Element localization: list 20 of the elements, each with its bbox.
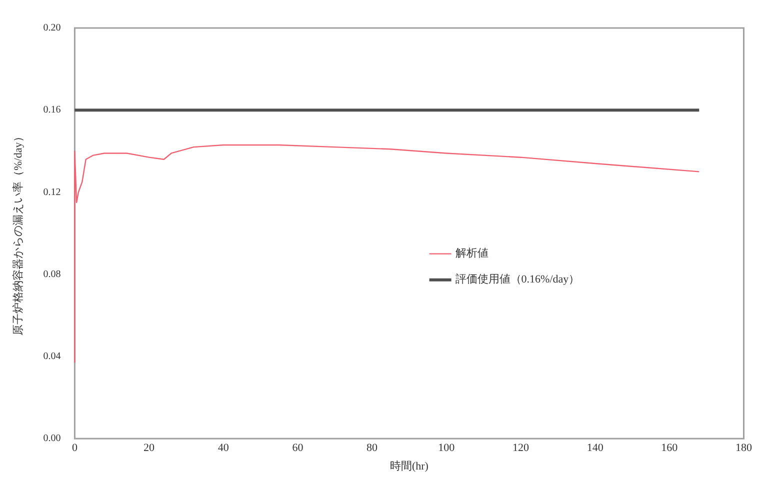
x-tick-label: 160 — [661, 442, 678, 454]
x-tick-label: 20 — [144, 442, 156, 454]
y-tick-label: 0.20 — [43, 22, 61, 34]
y-axis-title: 原子炉格納容器からの漏えい率（%/day） — [11, 131, 24, 336]
y-tick-label: 0.16 — [43, 104, 61, 116]
legend-label: 評価使用値（0.16%/day） — [455, 272, 580, 286]
x-tick-label: 80 — [366, 442, 378, 454]
x-tick-label: 140 — [586, 442, 604, 454]
y-tick-label: 0.12 — [43, 186, 61, 198]
x-tick-label: 40 — [218, 442, 230, 454]
x-tick-label: 0 — [72, 442, 78, 454]
x-tick-label: 60 — [292, 442, 304, 454]
x-tick-label: 180 — [736, 442, 752, 454]
y-tick-label: 0.00 — [43, 433, 61, 444]
x-tick-label: 120 — [512, 442, 530, 454]
x-axis-title: 時間(hr) — [390, 459, 429, 472]
legend-label: 解析値 — [455, 248, 488, 260]
x-tick-label: 100 — [438, 442, 456, 454]
y-tick-label: 0.08 — [43, 268, 61, 280]
y-tick-label: 0.04 — [43, 351, 61, 362]
